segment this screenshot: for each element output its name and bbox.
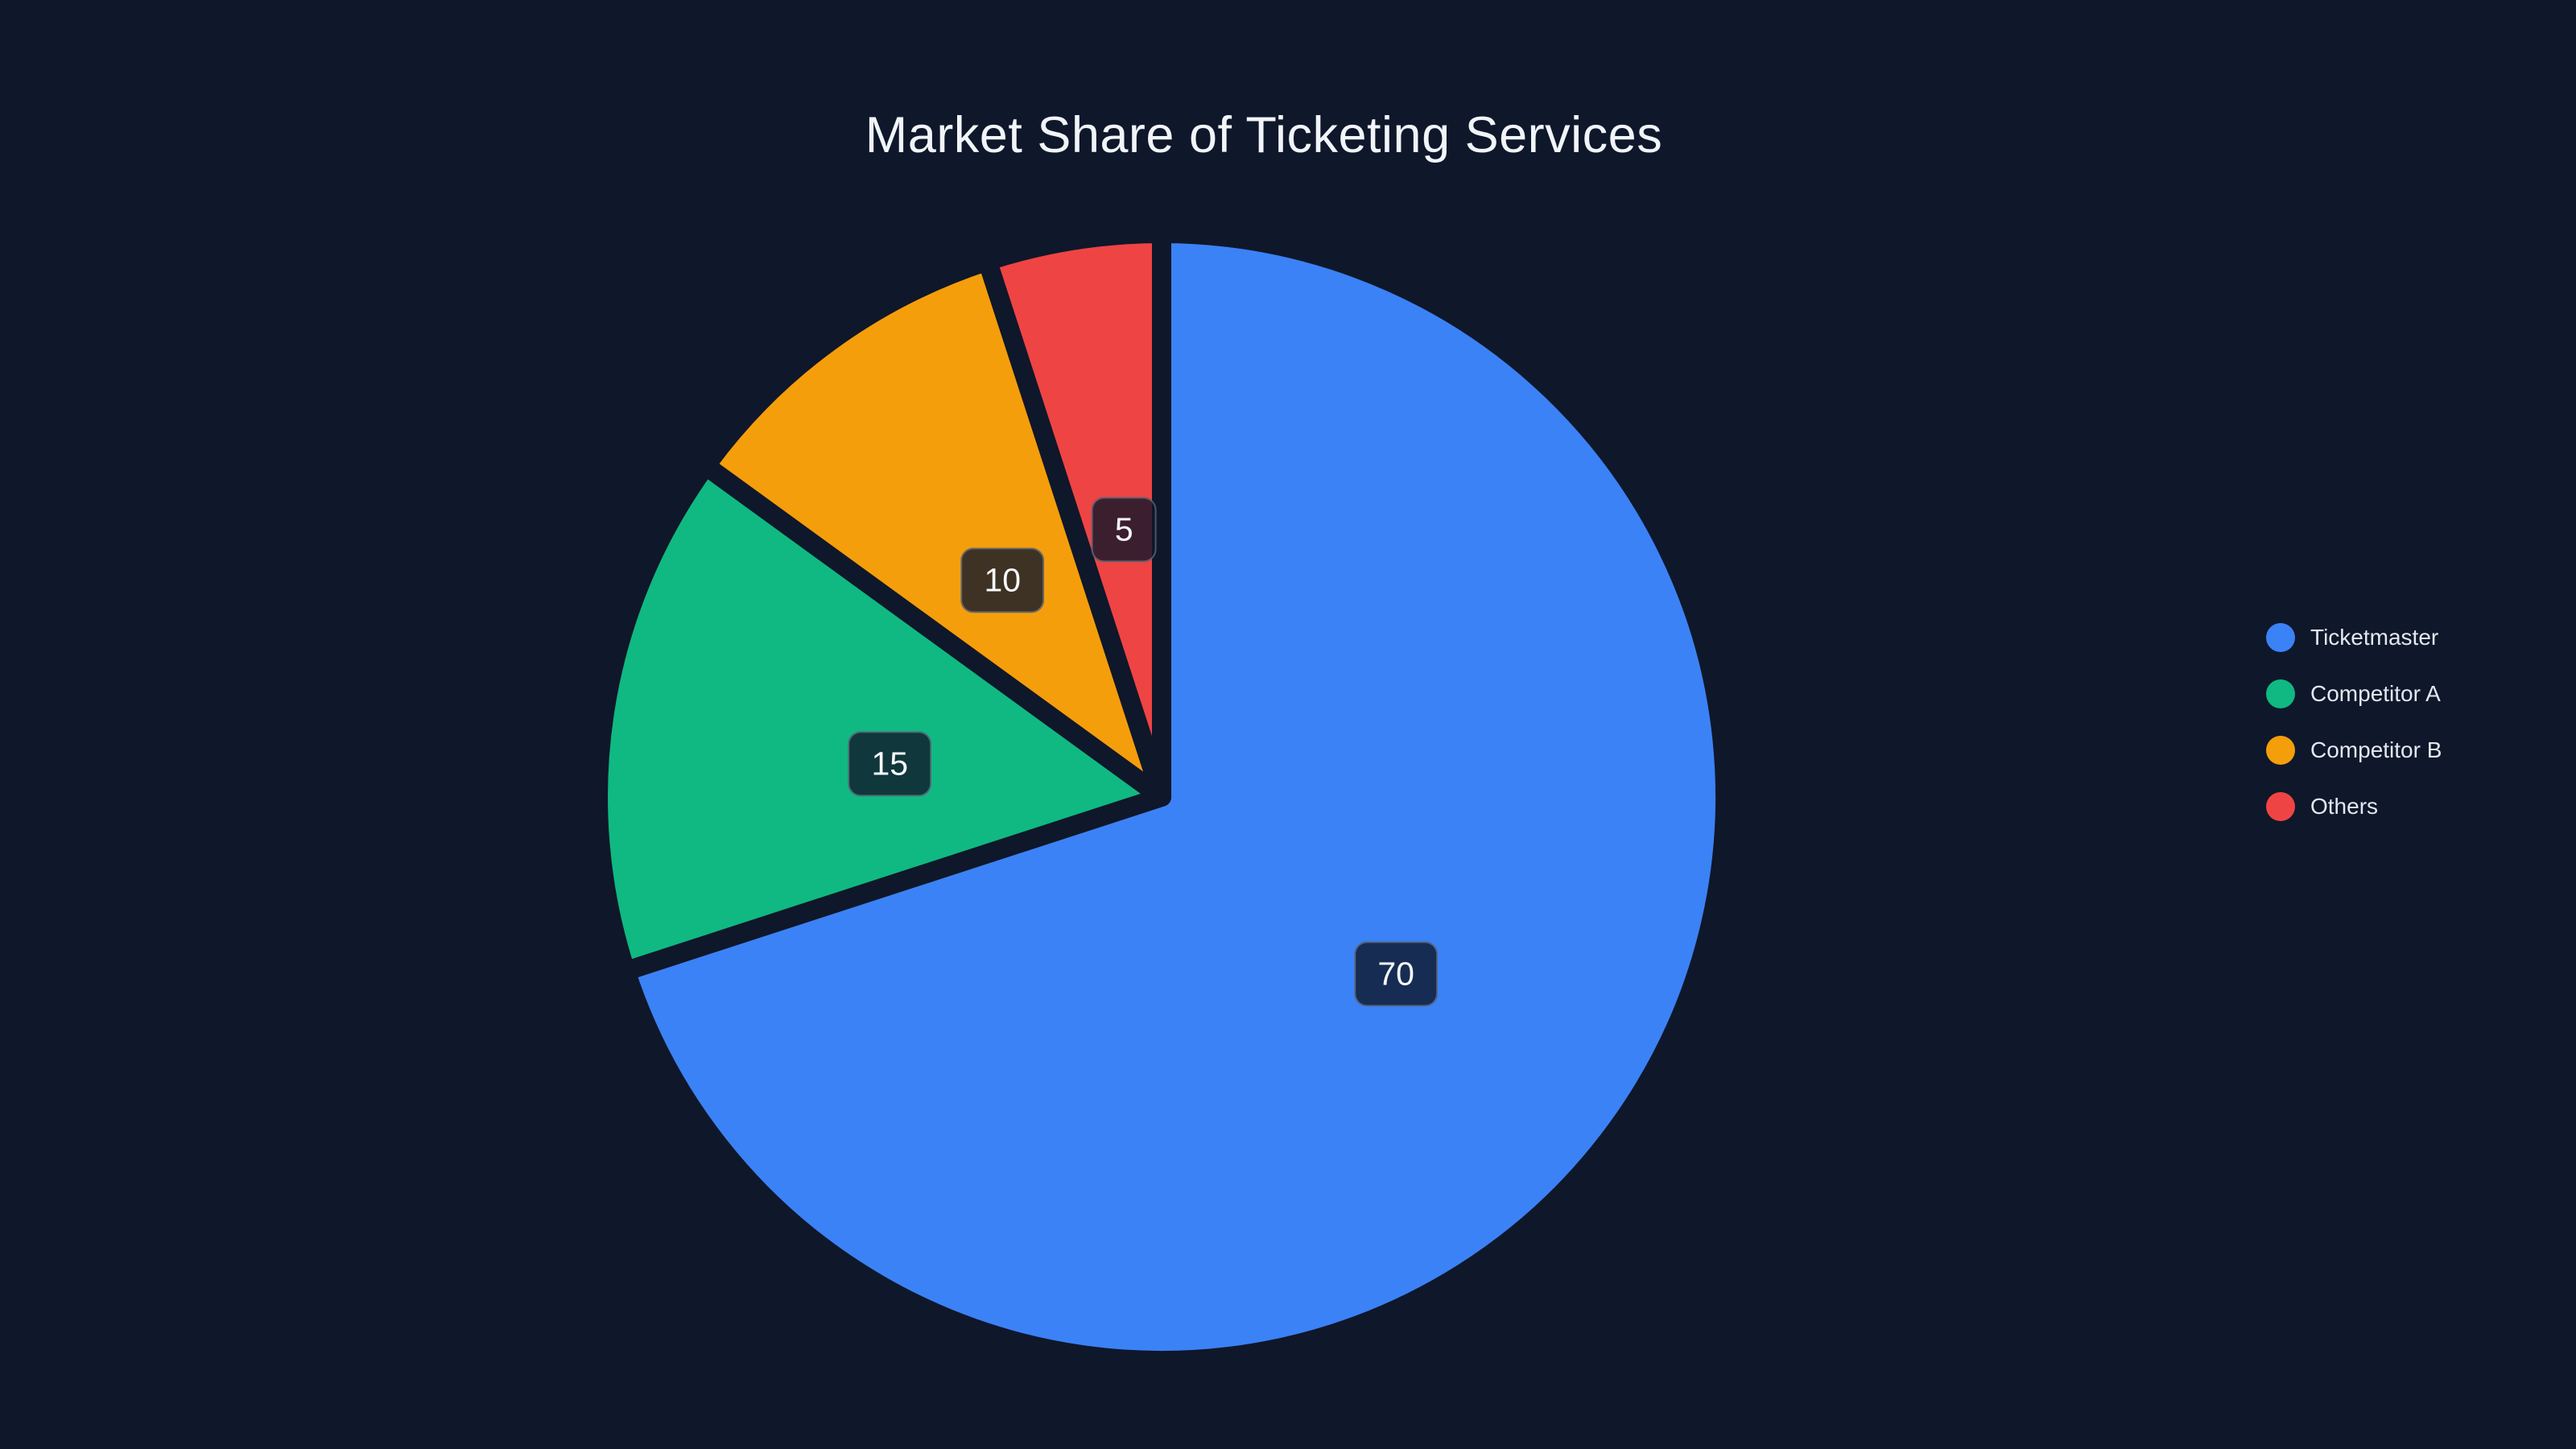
pie-slice-competitor-a[interactable]	[588, 456, 1171, 981]
pie-slice-ticketmaster[interactable]	[616, 224, 1736, 1370]
chart-title: Market Share of Ticketing Services	[865, 107, 1663, 163]
legend-item-label: Others	[2310, 794, 2379, 819]
legend-item-ticketmaster[interactable]: Ticketmaster	[2266, 609, 2442, 666]
legend-item-label: Competitor A	[2310, 681, 2441, 706]
pie-slice-others[interactable]	[977, 224, 1171, 807]
pie-slice-competitor-b[interactable]	[696, 251, 1171, 807]
slice-value-label-competitor-b: 10	[960, 547, 1045, 613]
legend: Ticketmaster Competitor A Competitor B O…	[2266, 609, 2442, 835]
legend-color-dot-icon	[2266, 679, 2295, 708]
slice-value-label-others: 5	[1091, 497, 1157, 563]
legend-item-others[interactable]: Others	[2266, 778, 2442, 835]
legend-color-dot-icon	[2266, 736, 2295, 765]
slice-value-label-competitor-a: 15	[848, 731, 932, 797]
legend-color-dot-icon	[2266, 792, 2295, 821]
legend-item-competitor-a[interactable]: Competitor A	[2266, 666, 2442, 722]
legend-item-label: Competitor B	[2310, 737, 2442, 762]
legend-color-dot-icon	[2266, 623, 2295, 652]
slice-value-label-ticketmaster: 70	[1354, 941, 1438, 1007]
legend-item-competitor-b[interactable]: Competitor B	[2266, 722, 2442, 778]
legend-item-label: Ticketmaster	[2310, 625, 2439, 650]
